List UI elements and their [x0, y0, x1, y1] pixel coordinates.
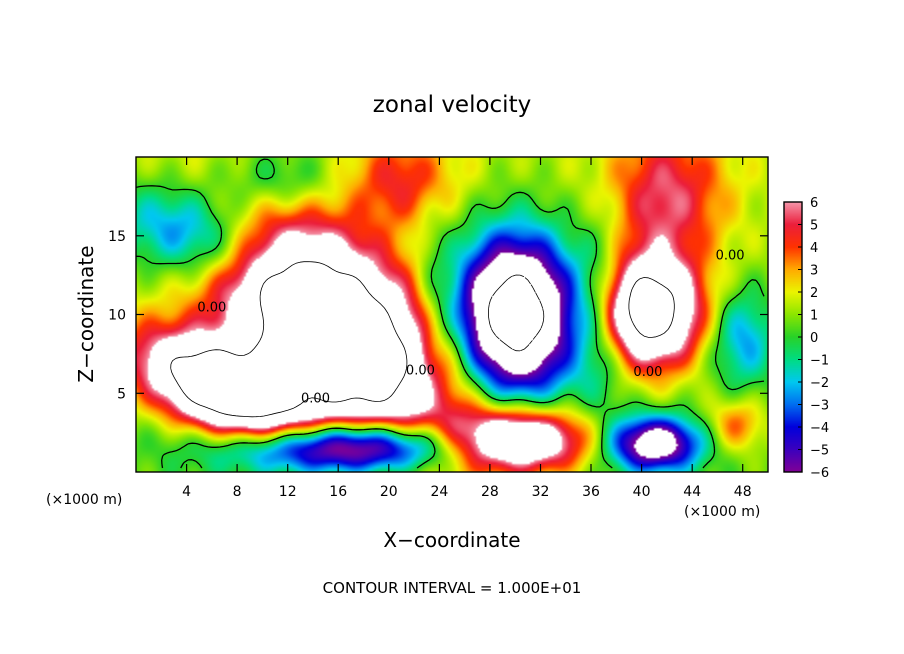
x-tick-label: 12 — [279, 484, 297, 500]
colorbar-tick-label: −2 — [810, 376, 829, 391]
y-tick-label: 15 — [108, 229, 126, 245]
colorbar-tick-label: 6 — [810, 196, 818, 211]
colorbar-tick-label: −6 — [810, 466, 829, 481]
contour-label-layer: 0.00 0.00 0.00 0.00 0.00 — [197, 248, 744, 406]
contour-label: 0.00 — [406, 363, 435, 378]
x-tick-label: 32 — [532, 484, 550, 500]
x-tick-label: 40 — [633, 484, 651, 500]
x-tick-label: 48 — [734, 484, 752, 500]
colorbar-tick-label: 0 — [810, 331, 818, 346]
colorbar-gradient — [784, 202, 802, 472]
contour-interval-footer: CONTOUR INTERVAL = 1.000E+01 — [323, 579, 582, 597]
x-tick-label: 4 — [182, 484, 191, 500]
contour-line-level-10 — [170, 261, 675, 418]
contour-label: 0.00 — [633, 365, 662, 380]
x-tick-label: 24 — [430, 484, 448, 500]
x-tick-label: 44 — [683, 484, 701, 500]
y-axis-ticks: 5 10 15 — [108, 229, 768, 402]
colorbar-tick-label: −3 — [810, 399, 829, 414]
contour-label: 0.00 — [301, 392, 330, 407]
x-unit-right: (×1000 m) — [684, 504, 760, 520]
x-tick-label: 36 — [582, 484, 600, 500]
colorbar-tick-label: −4 — [810, 421, 829, 436]
x-tick-label: 16 — [329, 484, 347, 500]
plot-area: 0.000.000.00 0.000.00 4 8 12 16 20 24 28 32 36 40 4… — [108, 156, 769, 500]
y-tick-label: 5 — [117, 386, 126, 402]
x-tick-label: 28 — [481, 484, 499, 500]
chart-title: zonal velocity — [373, 92, 531, 118]
colorbar-tick-label: 5 — [810, 219, 818, 234]
colorbar-tick-label: −5 — [810, 444, 829, 459]
colorbar-tick-label: 1 — [810, 309, 818, 324]
colorbar-tick-label: −1 — [810, 354, 829, 369]
x-axis-ticks: 4 8 12 16 20 24 28 32 36 40 44 48 — [182, 157, 752, 500]
colorbar-tick-label: 2 — [810, 286, 818, 301]
y-tick-label: 10 — [108, 308, 126, 324]
contour-label: 0.00 — [197, 300, 226, 315]
x-tick-label: 8 — [233, 484, 242, 500]
colorbar-tick-label: 3 — [810, 264, 818, 279]
colorbar: 6 5 4 3 2 1 0 −1 −2 −3 −4 −5 −6 — [783, 196, 829, 481]
zero-contours — [136, 158, 765, 469]
y-axis-label: Z−coordinate — [74, 245, 98, 382]
x-axis-label: X−coordinate — [383, 528, 520, 552]
contour-line-level-neg10 — [488, 274, 545, 352]
velocity-field-image — [136, 157, 768, 472]
contour-line-level-0 — [136, 158, 765, 469]
colorbar-ticks: 6 5 4 3 2 1 0 −1 −2 −3 −4 −5 −6 — [798, 196, 829, 481]
contour-label: 0.00 — [716, 248, 745, 263]
x-tick-label: 20 — [380, 484, 398, 500]
colorbar-tick-label: 4 — [810, 241, 818, 256]
x-unit-left: (×1000 m) — [46, 492, 122, 508]
